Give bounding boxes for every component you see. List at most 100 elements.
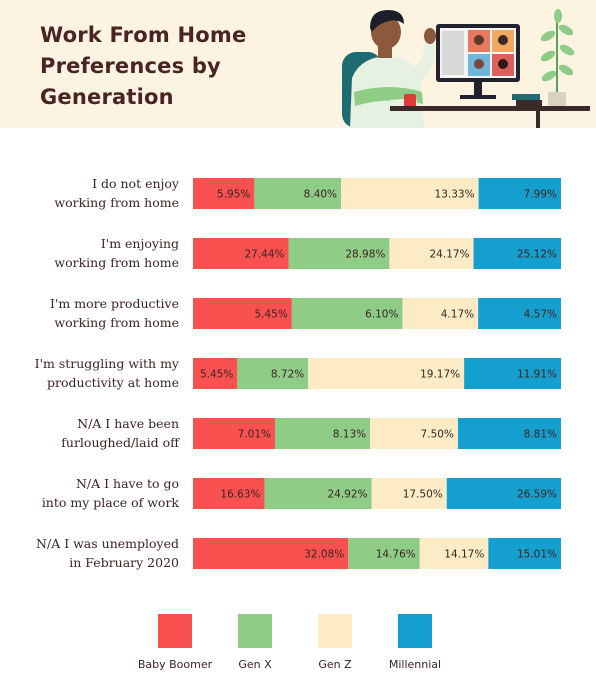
data-label-baby-boomer: 27.44% [244, 249, 284, 261]
bar-segment-baby-boomer [193, 418, 276, 449]
bar-segment-gen-x [348, 538, 420, 569]
bar-segment-baby-boomer [193, 178, 255, 209]
bar-segment-gen-z [389, 238, 474, 269]
raised-arm-shape [412, 40, 435, 82]
legend: Baby Boomer Gen X Gen Z Millennial [130, 614, 470, 674]
data-label-gen-z: 4.17% [441, 309, 474, 321]
desk-top-shape [390, 106, 590, 111]
page-title: Work From Home Preferences by Generation [40, 20, 246, 113]
data-label-baby-boomer: 5.95% [217, 189, 250, 201]
legend-label-baby-boomer: Baby Boomer [137, 658, 213, 671]
bar-segment-millennial [478, 298, 561, 329]
desk-leg-shape [536, 111, 540, 128]
data-label-gen-z: 17.50% [403, 489, 443, 501]
legend-label-millennial: Millennial [388, 658, 442, 671]
data-label-gen-z: 13.33% [435, 189, 475, 201]
bar-segment-baby-boomer [193, 538, 349, 569]
potted-plant-icon [540, 9, 575, 106]
category-label: N/A I have to go [76, 476, 179, 491]
bar-segment-gen-z [419, 538, 489, 569]
data-label-millennial: 4.57% [524, 309, 557, 321]
title-line-1: Work From Home [40, 23, 247, 47]
category-label: working from home [54, 255, 179, 270]
category-label: N/A I was unemployed [36, 536, 179, 551]
bar-segment-gen-z [370, 418, 458, 449]
legend-label-gen-x: Gen X [238, 658, 272, 671]
bar-segment-gen-x [237, 358, 309, 389]
data-label-baby-boomer: 5.45% [200, 369, 233, 381]
data-label-gen-x: 8.13% [333, 429, 366, 441]
bar-segment-millennial [473, 238, 561, 269]
bar-segment-gen-x [254, 178, 342, 209]
legend-item-millennial: Millennial [370, 614, 460, 671]
bar-segment-gen-x [291, 298, 403, 329]
data-label-millennial: 8.81% [524, 429, 557, 441]
data-label-gen-z: 24.17% [430, 249, 470, 261]
data-label-gen-x: 24.92% [327, 489, 367, 501]
legend-label-gen-z: Gen Z [318, 658, 352, 671]
coffee-mug-icon [404, 94, 416, 107]
legend-swatch-gen-z [318, 614, 352, 648]
data-label-millennial: 15.01% [517, 549, 557, 561]
category-label: I'm more productive [50, 296, 179, 311]
legend-item-gen-z: Gen Z [290, 614, 380, 671]
data-label-gen-x: 28.98% [345, 249, 385, 261]
bar-segment-gen-z [402, 298, 479, 329]
data-label-gen-x: 14.76% [376, 549, 416, 561]
category-label: I'm struggling with my [35, 356, 180, 371]
legend-swatch-gen-x [238, 614, 272, 648]
title-line-2: Preferences by [40, 54, 221, 78]
bar-segment-millennial [464, 358, 561, 389]
category-label: furloughed/laid off [61, 435, 180, 450]
data-label-baby-boomer: 32.08% [304, 549, 344, 561]
data-label-gen-x: 6.10% [365, 309, 398, 321]
data-label-millennial: 26.59% [517, 489, 557, 501]
bar-segment-gen-x [288, 238, 390, 269]
bar-segment-gen-z [308, 358, 465, 389]
data-label-millennial: 11.91% [517, 369, 557, 381]
category-label: in February 2020 [69, 555, 179, 570]
data-label-millennial: 7.99% [524, 189, 557, 201]
category-label: I do not enjoy [92, 176, 180, 191]
bar-segment-millennial [488, 538, 561, 569]
data-label-gen-z: 14.17% [444, 549, 484, 561]
data-label-baby-boomer: 7.01% [238, 429, 271, 441]
waving-hand-shape [424, 28, 436, 44]
sweater-stripe-shape [354, 87, 423, 106]
bar-segment-millennial [446, 478, 561, 509]
video-call-monitor-icon [436, 24, 520, 99]
data-label-gen-z: 19.17% [420, 369, 460, 381]
data-label-baby-boomer: 5.45% [254, 309, 287, 321]
category-label: into my place of work [42, 495, 180, 510]
category-label: working from home [54, 195, 179, 210]
bar-segment-gen-z [371, 478, 447, 509]
legend-swatch-millennial [398, 614, 432, 648]
category-label: N/A I have been [77, 416, 179, 431]
data-label-millennial: 25.12% [517, 249, 557, 261]
legend-item-baby-boomer: Baby Boomer [130, 614, 220, 671]
data-label-baby-boomer: 16.63% [220, 489, 260, 501]
title-line-3: Generation [40, 85, 174, 109]
legend-swatch-baby-boomer [158, 614, 192, 648]
category-label: working from home [54, 315, 179, 330]
book-shape [512, 94, 540, 100]
bar-segment-millennial [457, 418, 561, 449]
data-label-gen-x: 8.72% [271, 369, 304, 381]
stacked-bar-chart: I do not enjoy working from home 5.95% 8.40… [35, 176, 561, 570]
data-label-gen-z: 7.50% [421, 429, 454, 441]
bar-segment-millennial [478, 178, 561, 209]
category-label: I'm enjoying [101, 236, 179, 251]
hair-shape [370, 10, 404, 32]
legend-item-gen-x: Gen X [210, 614, 300, 671]
bar-segment-gen-x [275, 418, 371, 449]
book-shape [516, 100, 542, 106]
bar-segment-baby-boomer [193, 298, 292, 329]
category-label: productivity at home [47, 375, 179, 390]
data-label-gen-x: 8.40% [304, 189, 337, 201]
bar-segment-baby-boomer [193, 358, 238, 389]
bar-segment-baby-boomer [193, 238, 289, 269]
bar-segment-gen-x [264, 478, 372, 509]
bar-segment-gen-z [341, 178, 479, 209]
person-at-desk-illustration [342, 9, 590, 128]
bar-segment-baby-boomer [193, 478, 265, 509]
